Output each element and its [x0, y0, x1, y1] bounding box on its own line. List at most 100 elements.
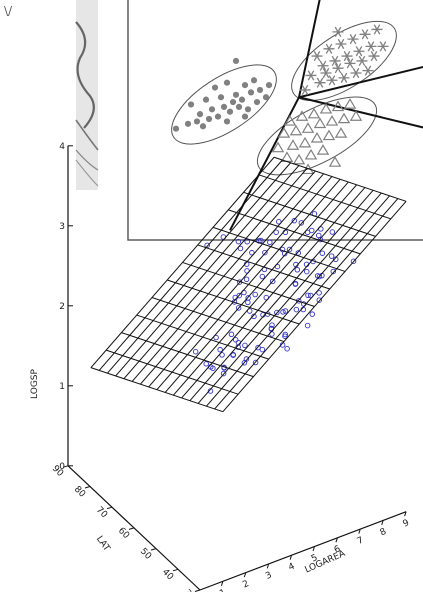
data-point	[291, 217, 298, 224]
circle-point	[172, 125, 180, 132]
z-axis-label: LOGSP	[30, 368, 40, 398]
data-point	[210, 365, 216, 371]
circle-point	[250, 77, 258, 84]
triangle-point	[301, 122, 315, 133]
z-tick-label: 1	[59, 382, 65, 392]
data-point	[274, 309, 280, 316]
y-tick-mark	[172, 568, 179, 572]
y-tick-mark	[128, 527, 135, 530]
x-tick-mark	[266, 563, 270, 569]
y-tick-label: 80	[72, 485, 87, 500]
data-point	[330, 268, 337, 275]
x-tick-label: 6	[333, 544, 343, 556]
plane-grid-line	[181, 187, 366, 399]
star-point	[347, 34, 359, 45]
star-point	[338, 72, 350, 83]
data-point	[243, 356, 250, 362]
triangle-point	[337, 112, 351, 124]
data-point	[304, 268, 310, 275]
triangle-point	[271, 141, 285, 153]
plane-grid-line	[164, 181, 349, 393]
data-point	[237, 245, 244, 252]
plane-grid-line	[107, 162, 291, 374]
x-tick-mark	[381, 520, 384, 526]
circle-point	[205, 115, 213, 123]
triangle-point	[283, 115, 297, 126]
triangle-point	[343, 98, 357, 109]
star-point	[368, 50, 380, 62]
data-point	[295, 250, 302, 256]
y-tick-mark	[62, 465, 69, 468]
plane-grid-line	[173, 184, 357, 396]
x-tick-label: 2	[241, 579, 250, 590]
star-point	[305, 70, 317, 81]
x-tick-label: 4	[287, 562, 297, 574]
plane-grid-line	[148, 176, 333, 388]
z-tick-label: 0	[59, 462, 65, 472]
cluster-ellipse-3	[256, 96, 378, 176]
y-tick-mark	[150, 548, 157, 551]
boundaries-layer	[229, 0, 423, 231]
data-point	[259, 273, 266, 280]
triangle-point	[319, 102, 333, 114]
data-point	[316, 290, 322, 296]
triangle-point	[277, 127, 291, 138]
data-point	[246, 308, 253, 314]
triangle-point	[334, 127, 348, 138]
circle-point	[238, 96, 246, 103]
circle-point	[256, 86, 264, 94]
points-layer	[172, 24, 389, 175]
y-tick-label: 40	[160, 567, 175, 582]
circle-point	[199, 123, 207, 130]
x-tick-label: 1	[218, 588, 227, 592]
data-point	[328, 253, 335, 259]
plane-grid-line	[123, 167, 308, 379]
x-tick-mark	[312, 546, 315, 552]
plot-frame	[127, 0, 423, 241]
triangle-point	[328, 156, 342, 167]
circle-point	[223, 79, 231, 86]
data-point	[276, 218, 282, 225]
plane-grid-line	[214, 198, 399, 410]
z-tick-label: 4	[59, 142, 65, 152]
data-point	[245, 299, 251, 306]
data-point	[255, 344, 261, 351]
data-point	[329, 229, 336, 235]
decision-boundary-1	[298, 0, 321, 98]
star-point	[332, 63, 344, 74]
plane-grid-line	[156, 178, 341, 391]
triangle-point	[331, 100, 345, 112]
data-point	[293, 306, 300, 313]
x-tick-label: 5	[310, 553, 319, 564]
y-axis-label: LAT	[94, 534, 112, 553]
decision-boundary-4	[298, 96, 423, 129]
data-point	[304, 322, 311, 329]
star-point	[323, 43, 335, 54]
data-point	[269, 322, 275, 328]
y-tick-label: 30	[182, 588, 197, 592]
x-tick-mark	[243, 572, 247, 578]
data-point	[243, 276, 250, 283]
data-point	[294, 267, 301, 273]
star-point	[371, 24, 383, 35]
data-point	[213, 334, 219, 341]
triangle-point	[325, 115, 339, 126]
circle-point	[262, 94, 270, 101]
triangle-point	[286, 139, 300, 150]
data-point	[292, 281, 299, 287]
data-point	[235, 238, 242, 245]
star-point	[326, 75, 338, 86]
star-point	[359, 29, 371, 40]
circle-point	[211, 84, 219, 91]
star-point	[299, 84, 311, 96]
data-point	[203, 361, 209, 367]
data-point	[251, 313, 257, 320]
data-point	[232, 336, 239, 343]
circle-point	[214, 113, 222, 120]
circle-point	[187, 101, 195, 108]
circle-point	[223, 118, 231, 125]
plane-grid-line	[197, 192, 382, 404]
circle-point	[265, 82, 273, 89]
data-point	[220, 370, 227, 377]
